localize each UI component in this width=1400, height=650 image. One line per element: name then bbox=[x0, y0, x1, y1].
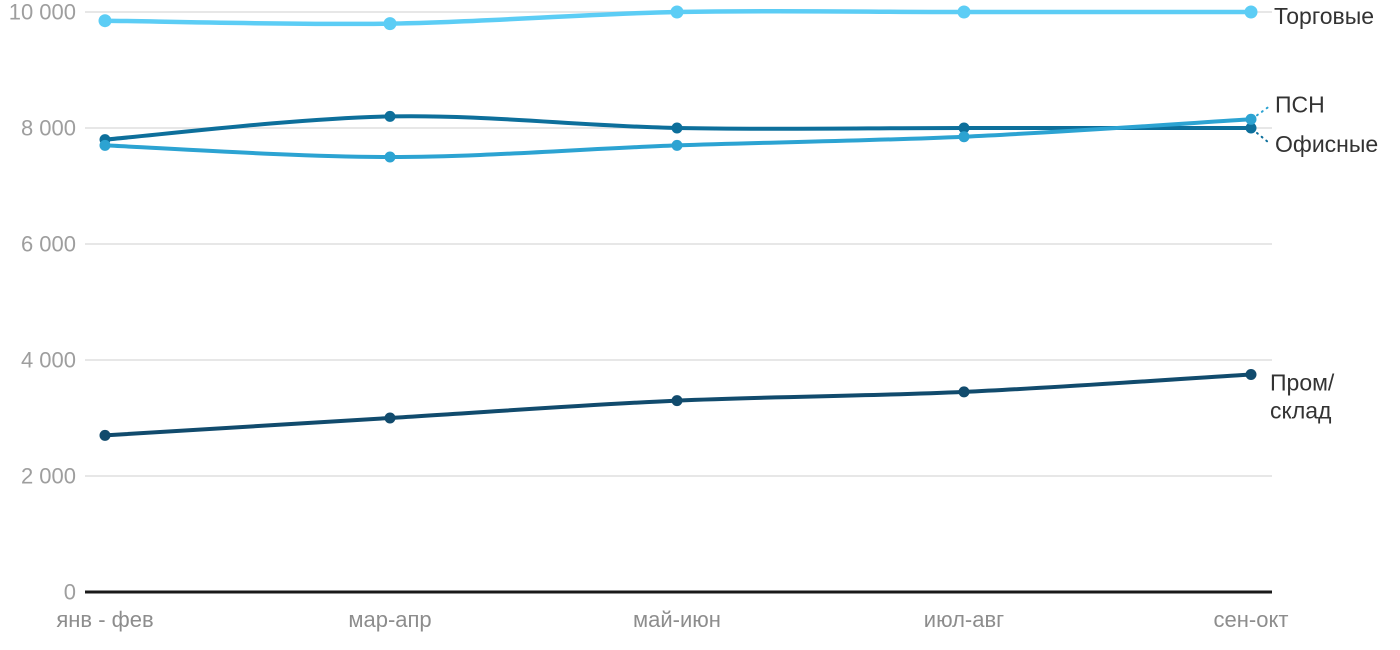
data-point[interactable] bbox=[1245, 369, 1257, 380]
label-connector-line bbox=[1256, 132, 1269, 143]
data-point[interactable] bbox=[957, 5, 971, 19]
data-point[interactable] bbox=[1244, 5, 1258, 19]
y-axis-tick-label: 2 000 bbox=[21, 464, 76, 489]
data-point[interactable] bbox=[671, 122, 683, 134]
series-label-2: ПСН bbox=[1275, 91, 1325, 117]
data-point[interactable] bbox=[384, 151, 396, 163]
y-axis-tick-label: 4 000 bbox=[21, 348, 76, 373]
data-point[interactable] bbox=[99, 429, 111, 441]
x-axis-tick-label: сен-окт bbox=[1214, 607, 1289, 632]
data-point[interactable] bbox=[98, 14, 112, 28]
y-axis-tick-label: 8 000 bbox=[21, 116, 76, 141]
y-axis-tick-label: 10 000 bbox=[9, 0, 76, 25]
data-point[interactable] bbox=[671, 139, 683, 151]
data-point[interactable] bbox=[958, 122, 970, 134]
data-point[interactable] bbox=[671, 395, 683, 407]
data-point[interactable] bbox=[1245, 113, 1257, 125]
series-label-1: Офисные bbox=[1275, 131, 1378, 157]
data-point[interactable] bbox=[99, 139, 111, 151]
y-axis-tick-label: 0 bbox=[64, 580, 76, 605]
data-point[interactable] bbox=[383, 17, 397, 31]
data-point[interactable] bbox=[384, 412, 396, 424]
series-label-3: Пром/ bbox=[1270, 370, 1335, 396]
x-axis-tick-label: янв - фев bbox=[56, 607, 153, 632]
y-axis-tick-label: 6 000 bbox=[21, 232, 76, 257]
x-axis-tick-label: май-июн bbox=[633, 607, 721, 632]
data-point[interactable] bbox=[958, 386, 970, 398]
data-point[interactable] bbox=[670, 5, 684, 19]
series-label-0: Торговые bbox=[1274, 3, 1374, 29]
x-axis-tick-label: мар-апр bbox=[348, 607, 431, 632]
label-connector-line bbox=[1256, 106, 1269, 117]
x-axis-tick-label: июл-авг bbox=[924, 607, 1004, 632]
data-point[interactable] bbox=[958, 131, 970, 143]
data-point[interactable] bbox=[1245, 122, 1257, 134]
series-label-3: склад bbox=[1270, 398, 1332, 424]
data-point[interactable] bbox=[384, 110, 396, 122]
